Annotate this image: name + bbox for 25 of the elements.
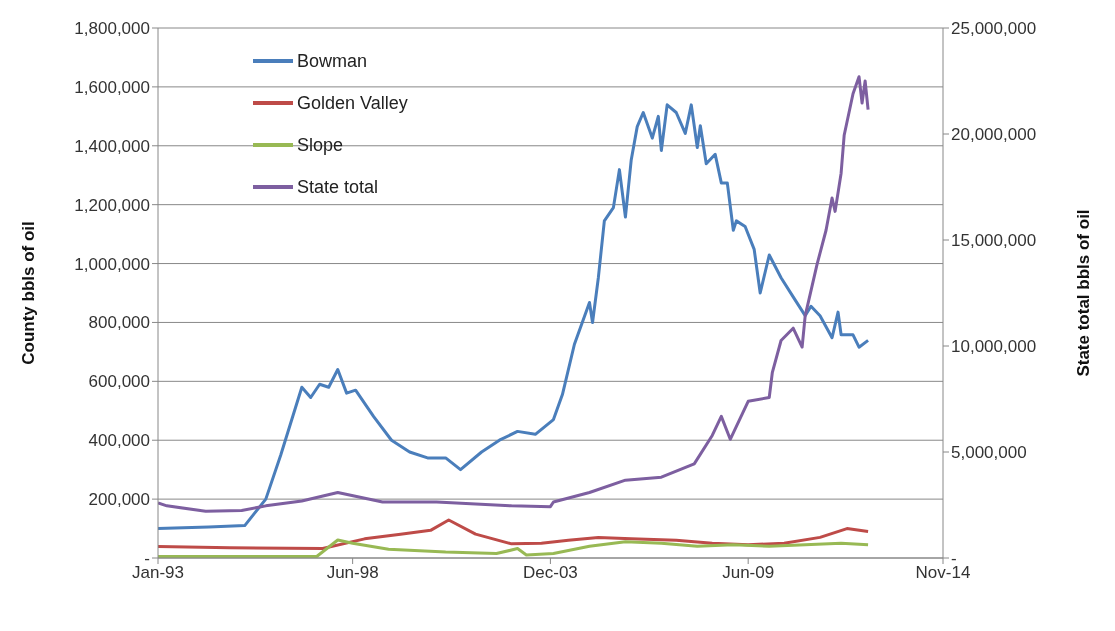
y-tick-label: 1,000,000 — [74, 254, 150, 274]
y-tick-label: 1,800,000 — [74, 19, 150, 39]
y-tick-label: 1,600,000 — [74, 77, 150, 97]
y2-tick-label: 10,000,000 — [951, 337, 1037, 357]
y2-tick-label: 20,000,000 — [951, 125, 1037, 145]
line-series — [158, 538, 870, 558]
line-series — [158, 518, 870, 551]
y2-axis-title: State total bbls of oil — [1074, 209, 1094, 377]
legend-label: Bowman — [297, 50, 368, 72]
legend-label: Slope — [297, 134, 344, 156]
y-tick-label: 1,200,000 — [74, 195, 150, 215]
y2-tick-label: 25,000,000 — [951, 19, 1037, 39]
y-tick-label: 200,000 — [88, 490, 150, 510]
x-tick-label: Dec-03 — [523, 563, 578, 583]
y2-tick-label: 15,000,000 — [951, 231, 1037, 251]
x-tick-label: Jun-98 — [326, 563, 379, 583]
x-tick-label: Jun-09 — [722, 563, 775, 583]
y2-tick-label: 5,000,000 — [951, 443, 1027, 463]
y-tick-label: 600,000 — [88, 372, 150, 392]
y-tick-label: 400,000 — [88, 431, 150, 451]
legend-label: Golden Valley — [297, 92, 408, 114]
y-axis-title: County bbls of oil — [19, 221, 39, 365]
y-tick-label: 800,000 — [88, 313, 150, 333]
y-tick-label: 1,400,000 — [74, 136, 150, 156]
legend-label: State total — [297, 176, 379, 198]
